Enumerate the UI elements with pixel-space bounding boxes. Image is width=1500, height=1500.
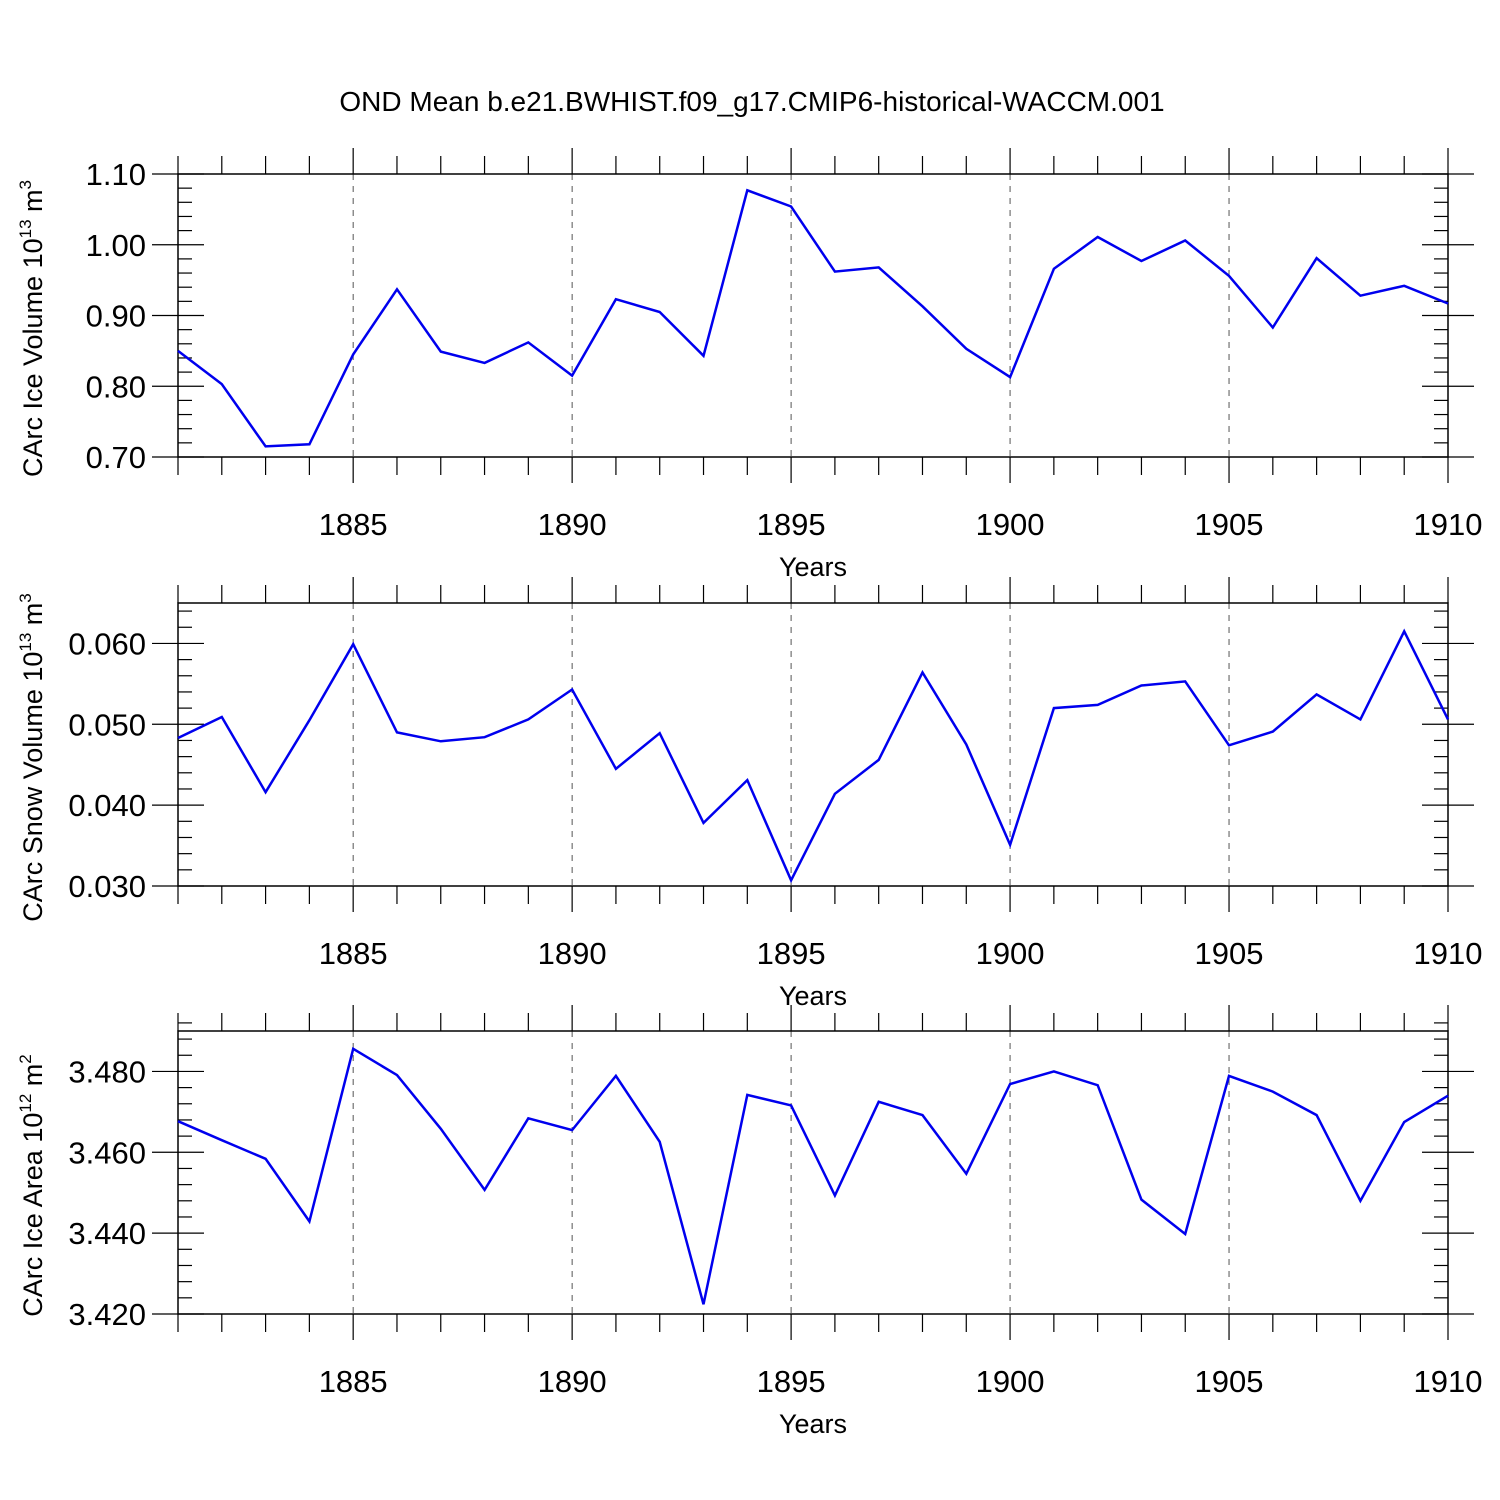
x-axis-title: Years [779,552,847,582]
series-line [177,628,1450,884]
x-tick-label: 1895 [757,1364,826,1399]
plot-frame [177,602,1449,887]
panels: 0.70 0.80 0.90 1.00 1.10 1885 1890 1895 1900 1905… [16,148,1482,1439]
y-tick-label: 1.00 [86,228,146,263]
x-tick-label: 1895 [757,507,826,542]
x-tick-label: 1900 [976,1364,1045,1399]
x-tick-label: 1900 [976,507,1045,542]
x-tick-label: 1910 [1414,1364,1483,1399]
x-axis-title: Years [779,981,847,1011]
panel-3: 3.420 3.440 3.460 3.480 1885 1890 1895 1900 1905… [16,1005,1482,1439]
y-tick-label: 1.10 [86,157,146,192]
x-tick-label: 1910 [1414,507,1483,542]
x-tick-label: 1890 [538,936,607,971]
series-line [177,1046,1449,1305]
x-tick-label: 1890 [538,1364,607,1399]
series-line [177,188,1449,448]
y-tick-label: 0.80 [86,369,146,404]
x-tick-label: 1905 [1195,507,1264,542]
chart-title: OND Mean b.e21.BWHIST.f09_g17.CMIP6-hist… [339,86,1164,117]
y-axis-title: CArc Ice Volume 1013 m3 [16,180,48,477]
x-tick-label: 1895 [757,936,826,971]
y-axis-title: CArc Ice Area 1012 m2 [16,1054,48,1317]
y-tick-label: 0.70 [86,440,146,475]
panel-1: 0.70 0.80 0.90 1.00 1.10 1885 1890 1895 1900 1905… [16,148,1482,582]
y-tick-label: 0.030 [68,869,146,904]
x-tick-label: 1905 [1195,1364,1264,1399]
y-tick-label: 3.440 [68,1216,146,1251]
x-axis-title: Years [779,1409,847,1439]
x-tick-label: 1900 [976,936,1045,971]
x-tick-label: 1910 [1414,936,1483,971]
y-tick-label: 0.040 [68,788,146,823]
x-tick-label: 1905 [1195,936,1264,971]
y-tick-label: 3.480 [68,1054,146,1089]
y-tick-label: 0.90 [86,299,146,334]
y-axis-title: CArc Snow Volume 1013 m3 [16,593,48,922]
plot-frame [177,1030,1449,1315]
x-tick-label: 1885 [319,936,388,971]
y-tick-label: 0.060 [68,626,146,661]
plot-frame [177,173,1449,458]
y-tick-label: 3.420 [68,1297,146,1332]
x-tick-label: 1890 [538,507,607,542]
x-tick-label: 1885 [319,507,388,542]
panel-2: 0.030 0.040 0.050 0.060 1885 1890 1895 1900 1905… [16,577,1482,1011]
y-tick-label: 0.050 [68,707,146,742]
y-tick-label: 3.460 [68,1135,146,1170]
x-tick-label: 1885 [319,1364,388,1399]
